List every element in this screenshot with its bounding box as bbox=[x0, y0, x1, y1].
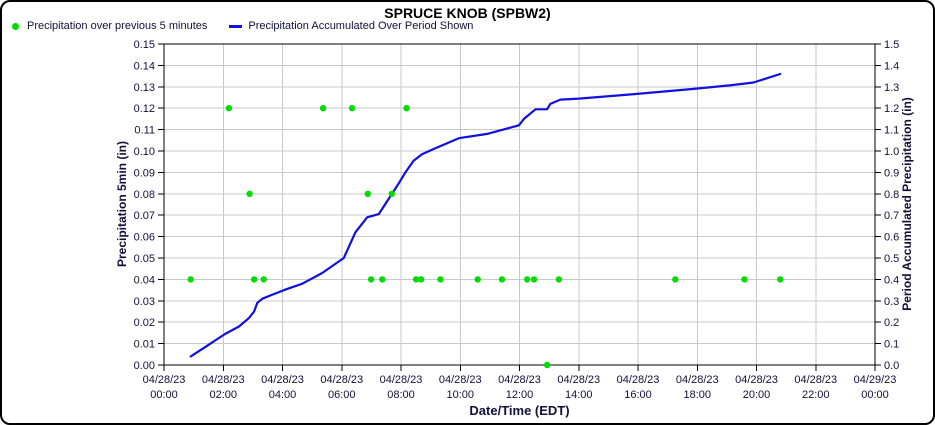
y-right-tick-label: 0.2 bbox=[884, 317, 899, 329]
x-tick-date-label: 04/28/23 bbox=[676, 374, 719, 386]
y-left-tick-label: 0.07 bbox=[134, 210, 155, 222]
y-right-tick-label: 0.7 bbox=[884, 210, 899, 222]
precip-5min-dot bbox=[319, 105, 327, 112]
x-tick-time-label: 00:00 bbox=[861, 389, 889, 401]
y-right-tick-label: 1.0 bbox=[884, 146, 899, 158]
x-tick-date-label: 04/29/23 bbox=[854, 374, 897, 386]
y-left-tick-label: 0.06 bbox=[134, 232, 155, 244]
precip-5min-dot bbox=[741, 276, 748, 283]
y-right-tick-label: 1.2 bbox=[884, 103, 899, 115]
y-left-tick-label: 0.11 bbox=[134, 125, 155, 137]
legend-line-marker-icon bbox=[229, 24, 243, 28]
legend: Precipitation over previous 5 minutes Pr… bbox=[12, 19, 473, 33]
y-left-tick-label: 0.13 bbox=[134, 82, 155, 94]
y-left-tick-label: 0.10 bbox=[134, 146, 155, 158]
precip-5min-dot bbox=[437, 276, 444, 283]
precip-5min-dot bbox=[474, 276, 481, 283]
x-tick-date-label: 04/28/23 bbox=[261, 374, 304, 386]
precip-5min-dot bbox=[260, 276, 267, 283]
x-tick-date-label: 04/28/23 bbox=[557, 374, 600, 386]
y-right-tick-label: 1.3 bbox=[884, 82, 899, 94]
y-left-tick-label: 0.12 bbox=[134, 103, 155, 115]
x-tick-time-label: 04:00 bbox=[269, 389, 297, 401]
y-right-tick-label: 0.6 bbox=[884, 232, 899, 244]
precip-5min-dot bbox=[187, 276, 194, 283]
y-left-tick-label: 0.04 bbox=[134, 274, 155, 286]
y-left-tick-label: 0.08 bbox=[134, 189, 155, 201]
y-left-tick-label: 0.15 bbox=[134, 39, 155, 51]
precip-5min-dot bbox=[417, 276, 425, 283]
precip-5min-dot bbox=[498, 276, 506, 283]
x-tick-time-label: 14:00 bbox=[565, 389, 593, 401]
x-tick-time-label: 08:00 bbox=[387, 389, 415, 401]
chart-title: SPRUCE KNOB (SPBW2) bbox=[384, 5, 551, 21]
precip-5min-dot bbox=[403, 105, 410, 112]
precip-5min-dot bbox=[777, 276, 784, 283]
y-left-tick-label: 0.02 bbox=[134, 317, 155, 329]
precip-5min-dot bbox=[367, 276, 375, 283]
y-left-tick-label: 0.05 bbox=[134, 253, 155, 265]
x-axis-title: Date/Time (EDT) bbox=[469, 403, 570, 418]
x-tick-time-label: 16:00 bbox=[624, 389, 652, 401]
x-tick-date-label: 04/28/23 bbox=[498, 374, 541, 386]
y-left-tick-label: 0.14 bbox=[134, 60, 155, 72]
precip-5min-dot bbox=[388, 190, 395, 197]
x-tick-date-label: 04/28/23 bbox=[617, 374, 660, 386]
y-left-tick-label: 0.03 bbox=[134, 296, 155, 308]
x-tick-date-label: 04/28/23 bbox=[143, 374, 186, 386]
x-tick-time-label: 20:00 bbox=[743, 389, 771, 401]
precip-5min-dot bbox=[348, 105, 356, 112]
y-right-tick-label: 0.3 bbox=[884, 296, 899, 308]
y-right-tick-label: 0.0 bbox=[884, 360, 899, 372]
precip-5min-dot bbox=[530, 276, 538, 283]
x-tick-time-label: 02:00 bbox=[209, 389, 237, 401]
precip-5min-dot bbox=[672, 276, 679, 283]
precip-5min-dot bbox=[364, 190, 371, 197]
x-tick-time-label: 06:00 bbox=[328, 389, 356, 401]
x-tick-time-label: 10:00 bbox=[446, 389, 474, 401]
y-right-tick-label: 0.8 bbox=[884, 189, 899, 201]
y-right-tick-label: 0.9 bbox=[884, 167, 899, 179]
x-tick-date-label: 04/28/23 bbox=[735, 374, 778, 386]
precip-5min-dot bbox=[555, 276, 563, 283]
precip-5min-dot bbox=[524, 276, 531, 283]
y-right-tick-label: 0.4 bbox=[884, 274, 899, 286]
y-right-tick-label: 0.1 bbox=[884, 339, 899, 351]
x-tick-time-label: 00:00 bbox=[150, 389, 178, 401]
precip-5min-dot bbox=[543, 361, 551, 369]
precip-5min-dot bbox=[250, 276, 258, 283]
y-right-tick-label: 0.5 bbox=[884, 253, 899, 265]
x-tick-date-label: 04/28/23 bbox=[320, 374, 363, 386]
precip-5min-dot bbox=[412, 276, 420, 283]
x-tick-time-label: 12:00 bbox=[506, 389, 534, 401]
legend-scatter-marker-icon bbox=[12, 22, 19, 30]
y-right-tick-label: 1.1 bbox=[884, 125, 899, 137]
precip-5min-dot bbox=[379, 276, 386, 283]
y-axis-left-title: Precipitation 5min (in) bbox=[115, 140, 129, 268]
precip-5min-dot bbox=[246, 190, 253, 197]
x-tick-time-label: 22:00 bbox=[802, 389, 830, 401]
y-left-tick-label: 0.00 bbox=[134, 360, 155, 372]
legend-label-accumulated: Precipitation Accumulated Over Period Sh… bbox=[248, 20, 474, 32]
x-tick-date-label: 04/28/23 bbox=[794, 374, 837, 386]
y-right-tick-label: 1.5 bbox=[884, 39, 899, 51]
y-left-tick-label: 0.01 bbox=[134, 339, 155, 351]
y-right-tick-label: 1.4 bbox=[884, 60, 899, 72]
x-tick-date-label: 04/28/23 bbox=[380, 374, 423, 386]
x-tick-date-label: 04/28/23 bbox=[439, 374, 482, 386]
x-tick-date-label: 04/28/23 bbox=[202, 374, 245, 386]
y-axis-right-title: Period Accumulated Precipitation (in) bbox=[900, 97, 914, 311]
legend-label-precip-5min: Precipitation over previous 5 minutes bbox=[27, 20, 208, 32]
precip-5min-dot bbox=[225, 105, 233, 112]
accumulated-precip-line bbox=[189, 72, 782, 358]
x-tick-time-label: 18:00 bbox=[683, 389, 711, 401]
y-left-tick-label: 0.09 bbox=[134, 167, 155, 179]
